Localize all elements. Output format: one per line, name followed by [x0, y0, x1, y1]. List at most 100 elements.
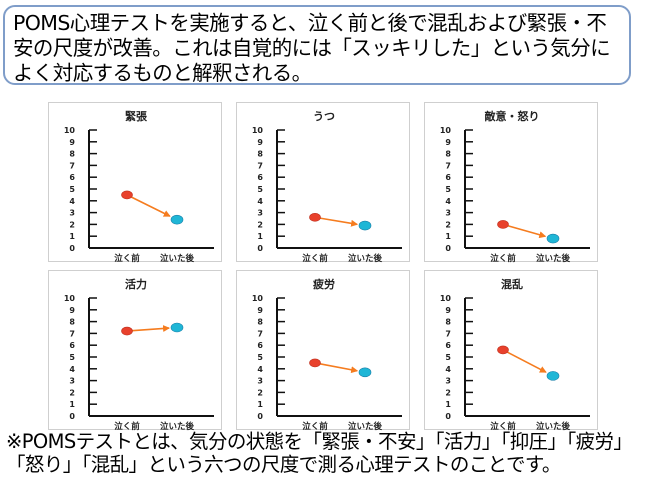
y-tick-label: 9 — [69, 138, 75, 147]
y-tick-label: 8 — [445, 318, 451, 327]
change-arrow — [131, 196, 171, 217]
y-tick-label: 5 — [257, 185, 263, 194]
change-arrow — [507, 351, 547, 373]
point-after — [358, 220, 372, 231]
point-after — [546, 233, 560, 244]
point-after — [358, 367, 372, 378]
point-after — [546, 371, 560, 381]
x-tick-label: 泣く前 — [114, 421, 140, 431]
y-tick-label: 10 — [252, 294, 264, 303]
y-tick-label: 1 — [445, 232, 451, 241]
y-tick-label: 5 — [445, 185, 451, 194]
x-tick-label: 泣いた後 — [348, 421, 383, 431]
y-tick-label: 6 — [445, 173, 451, 182]
y-tick-label: 8 — [445, 150, 451, 159]
chart-panel-anger: 敵意・怒り 0 1 2 3 4 5 6 7 8 9 10 泣く前 泣いた後 — [424, 102, 598, 263]
y-tick-label: 10 — [440, 294, 452, 303]
chart-title: 疲労 — [313, 277, 335, 291]
y-tick-label: 6 — [69, 341, 75, 350]
y-tick-label: 4 — [257, 197, 263, 206]
y-tick-label: 3 — [445, 209, 451, 218]
y-tick-label: 1 — [69, 232, 75, 241]
y-tick-label: 7 — [69, 161, 75, 170]
y-tick-label: 4 — [445, 197, 451, 206]
y-tick-label: 3 — [257, 377, 263, 386]
y-tick-label: 0 — [445, 412, 451, 421]
y-tick-label: 1 — [69, 400, 75, 409]
y-tick-label: 7 — [69, 329, 75, 338]
y-tick-label: 3 — [445, 377, 451, 386]
y-tick-label: 10 — [64, 294, 76, 303]
y-tick-label: 8 — [69, 318, 75, 327]
y-tick-label: 6 — [257, 173, 263, 182]
x-tick-label: 泣いた後 — [160, 421, 195, 431]
x-tick-label: 泣く前 — [490, 253, 516, 263]
x-tick-label: 泣いた後 — [160, 253, 195, 263]
y-tick-label: 7 — [445, 329, 451, 338]
chart-title: 緊張 — [125, 110, 148, 123]
y-tick-label: 0 — [257, 244, 263, 253]
y-tick-label: 2 — [445, 388, 451, 397]
y-tick-label: 2 — [69, 220, 75, 229]
change-arrow — [319, 217, 359, 227]
y-tick-label: 2 — [445, 220, 451, 229]
y-tick-label: 0 — [257, 412, 263, 421]
y-tick-label: 3 — [257, 209, 263, 218]
y-tick-label: 3 — [69, 209, 75, 218]
summary-text: POMS心理テストを実施すると、泣く前と後で混乱および緊張・不安の尺度が改善。こ… — [13, 11, 611, 85]
x-tick-label: 泣いた後 — [536, 253, 571, 263]
y-tick-label: 1 — [257, 232, 263, 241]
y-tick-label: 4 — [69, 365, 75, 374]
chart-panel-vigor: 活力 0 1 2 3 4 5 6 7 8 9 10 泣く前 泣いた後 — [48, 270, 222, 431]
point-before — [121, 190, 133, 200]
chart-depression: うつ 0 1 2 3 4 5 6 7 8 9 10 泣く前 泣いた後 — [252, 110, 402, 263]
y-tick-label: 2 — [257, 220, 263, 229]
y-tick-label: 7 — [257, 329, 263, 338]
change-arrow — [131, 324, 171, 332]
point-before — [497, 345, 509, 355]
chart-title: 敵意・怒り — [485, 109, 540, 123]
y-tick-label: 6 — [445, 341, 451, 350]
y-tick-label: 4 — [257, 365, 263, 374]
y-tick-label: 2 — [69, 388, 75, 397]
chart-panel-tension: 緊張 0 1 2 3 4 5 6 7 8 9 10 泣く前 泣いた後 — [48, 102, 222, 263]
y-tick-label: 9 — [257, 138, 263, 147]
chart-anger: 敵意・怒り 0 1 2 3 4 5 6 7 8 9 10 泣く前 泣いた後 — [440, 109, 590, 263]
chart-fatigue: 疲労 0 1 2 3 4 5 6 7 8 9 10 泣く前 泣いた後 — [252, 277, 402, 431]
footnote-text: ※POMSテストとは、気分の状態を「緊張・不安」「活力」「抑圧」「疲労」「怒り」… — [6, 430, 633, 476]
y-tick-label: 8 — [257, 150, 263, 159]
y-tick-label: 9 — [445, 138, 451, 147]
change-arrow — [319, 363, 359, 374]
y-tick-label: 10 — [252, 126, 264, 135]
y-tick-label: 2 — [257, 388, 263, 397]
y-tick-label: 5 — [69, 185, 75, 194]
chart-panel-depression: うつ 0 1 2 3 4 5 6 7 8 9 10 泣く前 泣いた後 — [236, 102, 410, 263]
y-tick-label: 9 — [445, 306, 451, 315]
y-tick-label: 3 — [69, 377, 75, 386]
chart-title: うつ — [313, 110, 335, 123]
y-tick-label: 4 — [445, 365, 451, 374]
x-tick-label: 泣いた後 — [536, 421, 571, 431]
chart-vigor: 活力 0 1 2 3 4 5 6 7 8 9 10 泣く前 泣いた後 — [64, 277, 214, 431]
y-tick-label: 1 — [257, 400, 263, 409]
point-before — [497, 220, 509, 229]
y-tick-label: 9 — [257, 306, 263, 315]
y-tick-label: 9 — [69, 306, 75, 315]
y-tick-label: 0 — [69, 244, 75, 253]
y-tick-label: 5 — [69, 353, 75, 362]
x-tick-label: 泣く前 — [114, 253, 140, 263]
summary-callout: POMS心理テストを実施すると、泣く前と後で混乱および緊張・不安の尺度が改善。こ… — [3, 5, 631, 85]
change-arrow — [507, 224, 547, 239]
x-tick-label: 泣く前 — [302, 421, 328, 431]
y-tick-label: 10 — [440, 126, 452, 135]
y-tick-label: 6 — [257, 341, 263, 350]
point-before — [121, 326, 133, 336]
chart-tension: 緊張 0 1 2 3 4 5 6 7 8 9 10 泣く前 泣いた後 — [64, 110, 214, 263]
y-tick-label: 4 — [69, 197, 75, 206]
y-tick-label: 7 — [445, 161, 451, 170]
x-tick-label: 泣いた後 — [348, 253, 383, 263]
y-tick-label: 6 — [69, 173, 75, 182]
x-tick-label: 泣く前 — [490, 421, 516, 431]
y-tick-label: 5 — [445, 353, 451, 362]
chart-panel-fatigue: 疲労 0 1 2 3 4 5 6 7 8 9 10 泣く前 泣いた後 — [236, 270, 410, 431]
